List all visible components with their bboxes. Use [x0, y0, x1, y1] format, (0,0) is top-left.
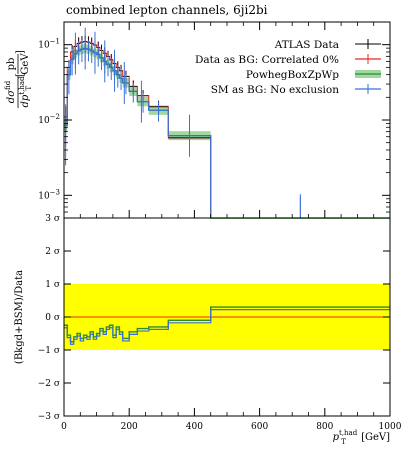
xtick-label: 0 [61, 422, 67, 432]
correlated-line [64, 41, 390, 219]
upper-bottom-tick-label: 3 σ [45, 214, 60, 224]
legend-label: SM as BG: No exclusion [211, 84, 339, 96]
upper-frame [63, 21, 391, 219]
ylabel-unit-num: pb [6, 58, 17, 71]
lower-ytick-label: −3 σ [38, 412, 60, 422]
plot-title: combined lepton channels, 6ji2bi [66, 3, 268, 17]
lower-y-axis-label: (Bkgd+BSM)/Data [14, 270, 25, 364]
lower-panel: 2 σ 1 σ 0 σ −1 σ −2 σ −3 σ0 200 400 600 800 1000 [38, 217, 402, 432]
ylabel-denominator: dpt,hadT [18, 76, 33, 108]
x-axis-label: pt,had T [GeV] [333, 429, 390, 446]
legend-label: ATLAS Data [274, 39, 339, 51]
legend-label: PowhegBoxZpWp [246, 69, 339, 81]
xtick-label: 200 [121, 422, 138, 432]
sm-line [64, 47, 390, 219]
upper-panel: 10−1 10−2 10−3 3 σ [38, 21, 391, 224]
upper-ytick-label: 10−1 [38, 38, 60, 51]
ylabel-bracket-left: [ [15, 73, 26, 77]
lower-ytick-label: 0 σ [45, 313, 60, 323]
ylabel-unit-den: GeV [20, 53, 31, 75]
axis-labels: pt,had T [GeV] (Bkgd+BSM)/Data dσfiddpt,had… [4, 50, 390, 446]
significance-line-blue [64, 309, 390, 345]
legend: ATLAS Data Data as BG: Correlated 0% Powhe… [195, 39, 381, 96]
lower-ytick-label: 1 σ [45, 280, 60, 290]
lower-ytick-label: 2 σ [45, 247, 60, 257]
xtick-label: 400 [186, 422, 203, 432]
lower-ytick-label: −1 σ [38, 346, 60, 356]
ylabel-bracket-right: ] [15, 50, 26, 54]
legend-label: Data as BG: Correlated 0% [195, 54, 339, 66]
xtick-label: 600 [251, 422, 268, 432]
upper-ytick-label: 10−2 [38, 113, 60, 126]
lower-ytick-label: −2 σ [38, 379, 60, 389]
xtick-label: 800 [316, 422, 333, 432]
ylabel-numerator: dσfid [4, 80, 17, 103]
upper-ytick-label: 10−3 [38, 188, 60, 201]
xtick-label: 1000 [379, 422, 402, 432]
